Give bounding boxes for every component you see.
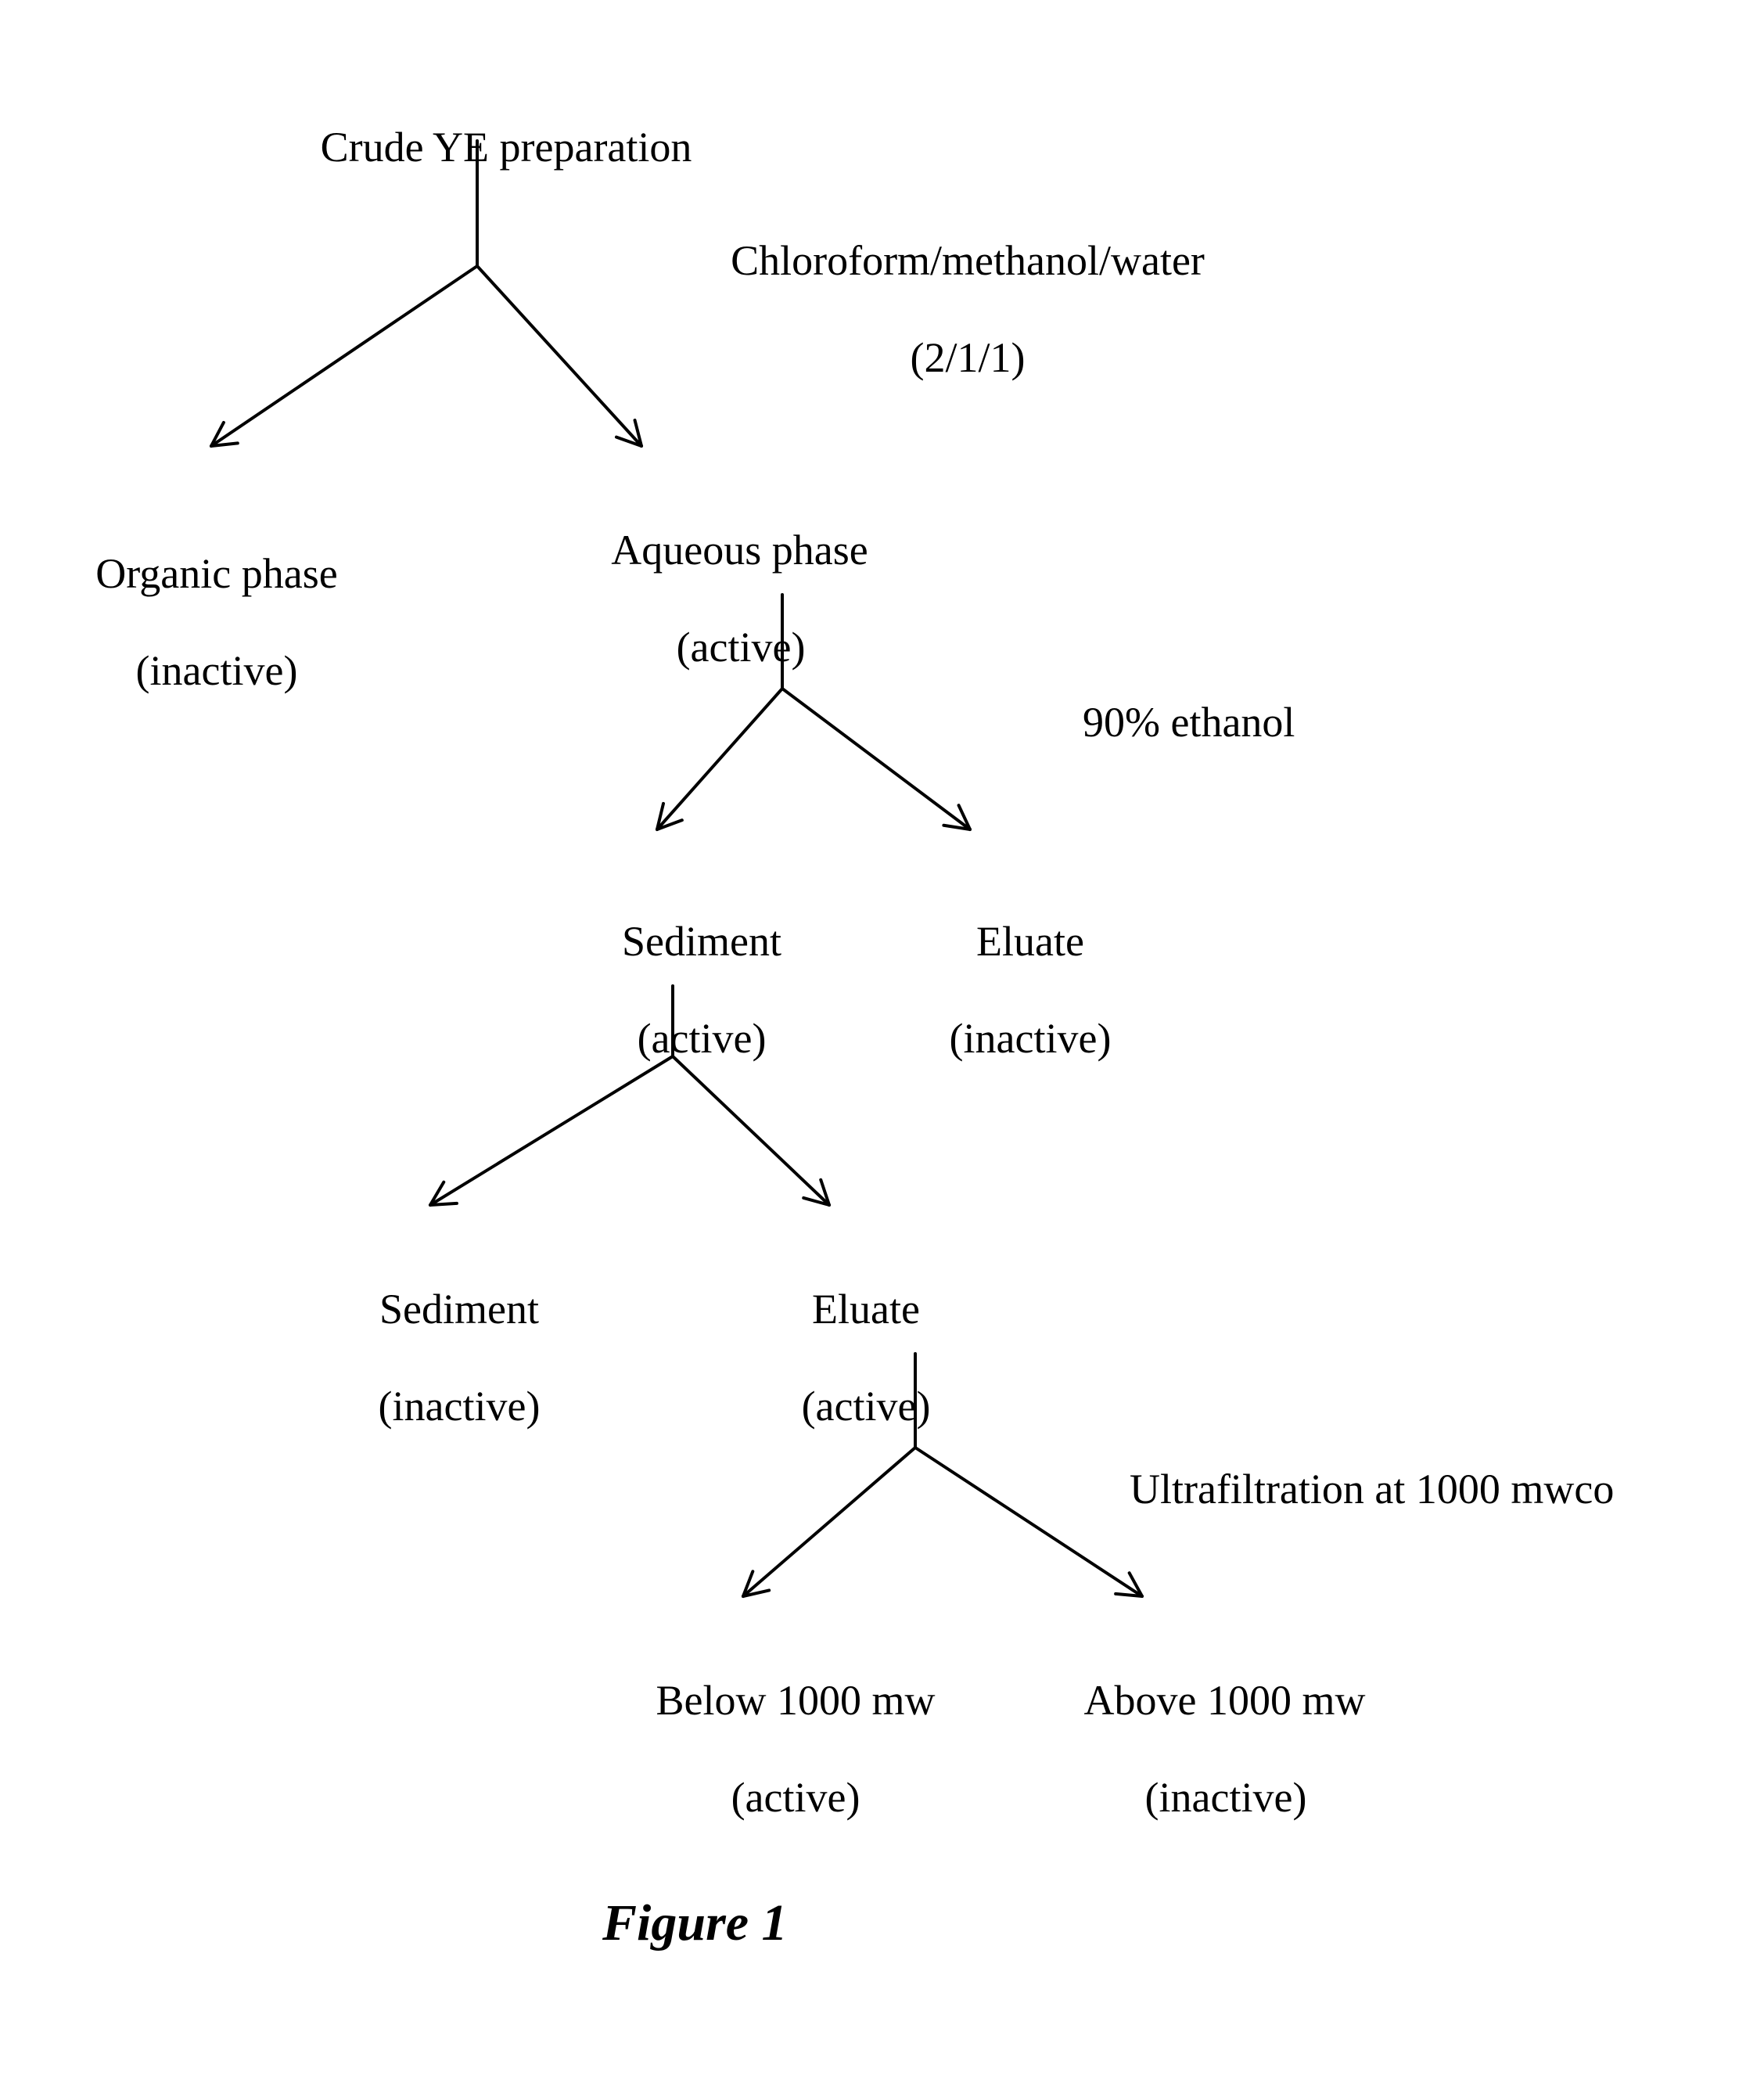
- step-1-line2: (2/1/1): [911, 334, 1026, 381]
- node-eluate-inactive: Eluate (inactive): [540, 869, 1478, 1111]
- figure-page: Crude YE preparation Organic phase (inac…: [0, 0, 1764, 2090]
- step-2-label: 90% ethanol: [1040, 649, 1295, 795]
- node-root-line1: Crude YE preparation: [321, 124, 692, 171]
- step-1-line1: Chloroform/methanol/water: [731, 237, 1205, 284]
- node-eluate-inactive-line2: (inactive): [950, 1015, 1112, 1062]
- node-above: Above 1000 mw (inactive): [735, 1628, 1674, 1870]
- node-aqueous-line1: Aqueous phase: [611, 527, 868, 574]
- node-eluate-inactive-line1: Eluate: [976, 918, 1084, 965]
- step-2-line1: 90% ethanol: [1083, 699, 1295, 746]
- node-above-line2: (inactive): [1145, 1774, 1307, 1821]
- figure-caption-text: Figure 1: [602, 1894, 788, 1952]
- step-3-label: Ultrafiltration at 1000 mwco: [1087, 1416, 1614, 1562]
- step-3-line1: Ultrafiltration at 1000 mwco: [1130, 1466, 1614, 1513]
- node-aqueous-line2: (active): [677, 624, 806, 671]
- node-eluate-active-line2: (active): [802, 1383, 931, 1430]
- node-eluate-active-line1: Eluate: [812, 1286, 920, 1333]
- step-1-label: Chloroform/methanol/water (2/1/1): [634, 188, 1259, 430]
- node-above-line1: Above 1000 mw: [1084, 1677, 1366, 1724]
- figure-caption: Figure 1: [602, 1894, 788, 1953]
